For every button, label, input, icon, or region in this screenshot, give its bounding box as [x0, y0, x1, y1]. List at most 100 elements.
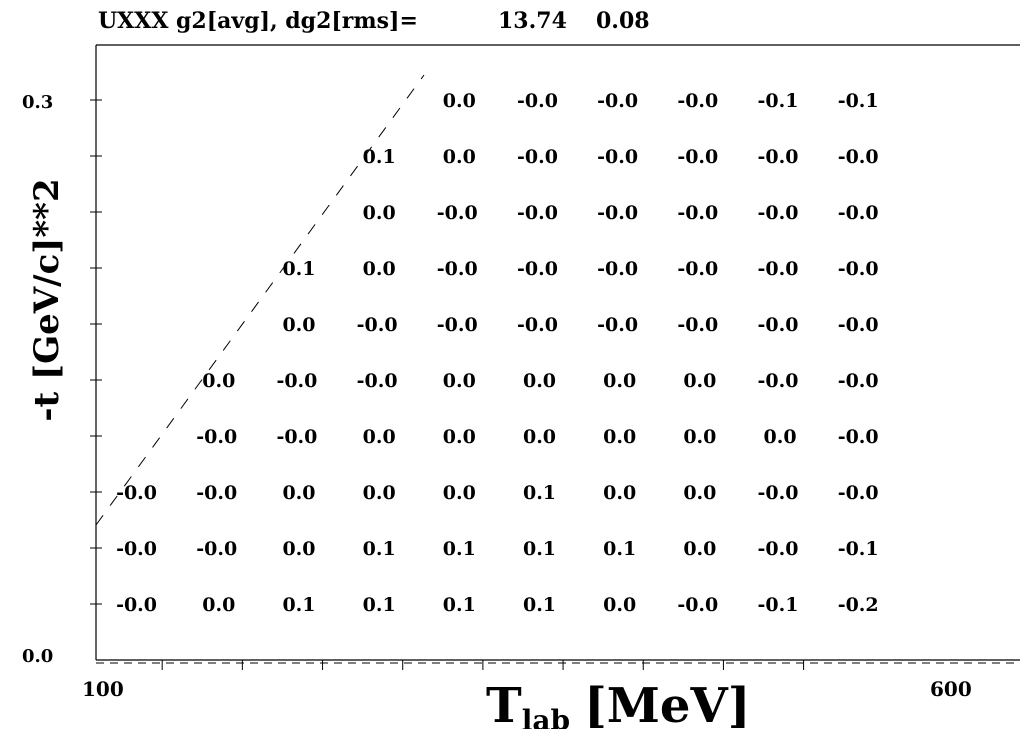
cell-value-r6-c5: 0.0	[523, 426, 556, 448]
cell-value-r5-c8: -0.0	[758, 370, 799, 392]
boundary-dashed-line	[95, 74, 425, 526]
x-axis-label-main: T	[486, 678, 522, 729]
cell-value-r8-c7: 0.0	[683, 538, 716, 560]
y-tick-label-top: 0.3	[22, 92, 53, 113]
cell-value-r3-c6: -0.0	[597, 258, 638, 280]
cell-value-r7-c3: 0.0	[363, 482, 396, 504]
cell-value-r8-c3: 0.1	[363, 538, 396, 560]
cell-value-r0-c5: -0.0	[517, 90, 558, 112]
cell-value-r3-c2: 0.1	[282, 258, 315, 280]
cell-value-r9-c7: -0.0	[677, 594, 718, 616]
cell-value-r0-c4: 0.0	[443, 90, 476, 112]
cell-value-r0-c6: -0.0	[597, 90, 638, 112]
cell-value-r8-c1: -0.0	[196, 538, 237, 560]
cell-value-r9-c4: 0.1	[443, 594, 476, 616]
cell-value-r5-c9: -0.0	[838, 370, 879, 392]
rms-value: 0.08	[596, 8, 650, 34]
cell-value-r4-c8: -0.0	[758, 314, 799, 336]
cell-value-r7-c4: 0.0	[443, 482, 476, 504]
cell-value-r9-c8: -0.1	[758, 594, 799, 616]
cell-value-r6-c1: -0.0	[196, 426, 237, 448]
cell-value-r5-c5: 0.0	[523, 370, 556, 392]
cell-value-r9-c5: 0.1	[523, 594, 556, 616]
cell-value-r3-c5: -0.0	[517, 258, 558, 280]
cell-value-r8-c8: -0.0	[758, 538, 799, 560]
cell-value-r8-c9: -0.1	[838, 538, 879, 560]
cell-value-r3-c9: -0.0	[838, 258, 879, 280]
cell-value-r4-c9: -0.0	[838, 314, 879, 336]
avg-value: 13.74	[498, 8, 567, 34]
cell-value-r3-c4: -0.0	[437, 258, 478, 280]
cell-value-r6-c3: 0.0	[363, 426, 396, 448]
cell-value-r7-c8: -0.0	[758, 482, 799, 504]
cell-value-r7-c9: -0.0	[838, 482, 879, 504]
cell-value-r8-c2: 0.0	[282, 538, 315, 560]
cell-value-r2-c6: -0.0	[597, 202, 638, 224]
y-axis-label: -t [GeV/c]**2	[27, 178, 67, 421]
boundary-line	[95, 74, 425, 526]
y-ticks	[90, 99, 102, 605]
cell-value-r1-c7: -0.0	[677, 146, 718, 168]
cell-value-r4-c4: -0.0	[437, 314, 478, 336]
cell-value-r6-c2: -0.0	[276, 426, 317, 448]
cell-value-r9-c6: 0.0	[603, 594, 636, 616]
cell-value-r8-c4: 0.1	[443, 538, 476, 560]
cell-value-r6-c9: -0.0	[838, 426, 879, 448]
cell-value-r3-c8: -0.0	[758, 258, 799, 280]
x-axis-label-unit: [MeV]	[584, 678, 750, 729]
cell-value-r9-c3: 0.1	[363, 594, 396, 616]
cell-value-r1-c4: 0.0	[443, 146, 476, 168]
cell-value-r0-c8: -0.1	[758, 90, 799, 112]
cell-value-r9-c0: -0.0	[116, 594, 157, 616]
cell-value-r5-c1: 0.0	[202, 370, 235, 392]
cell-value-r1-c9: -0.0	[838, 146, 879, 168]
cell-value-r2-c3: 0.0	[363, 202, 396, 224]
cell-value-r6-c6: 0.0	[603, 426, 636, 448]
cell-value-r2-c9: -0.0	[838, 202, 879, 224]
chart-title: UXXX g2[avg], dg2[rms]=	[98, 8, 418, 34]
cell-value-r4-c5: -0.0	[517, 314, 558, 336]
cell-values: 0.0 -0.0 -0.0 -0.0 -0.1 -0.1 0.1 0.0 -0.0 -0.0 -0.…	[116, 90, 879, 616]
cell-value-r9-c2: 0.1	[282, 594, 315, 616]
x-axis-label-sub: lab	[522, 704, 570, 729]
cell-value-r2-c4: -0.0	[437, 202, 478, 224]
cell-value-r8-c6: 0.1	[603, 538, 636, 560]
cell-value-r9-c9: -0.2	[838, 594, 879, 616]
cell-value-r8-c0: -0.0	[116, 538, 157, 560]
cell-value-r1-c3: 0.1	[363, 146, 396, 168]
x-axis-label: Tlab [MeV]	[486, 678, 750, 729]
cell-value-r2-c5: -0.0	[517, 202, 558, 224]
cell-value-r6-c4: 0.0	[443, 426, 476, 448]
cell-value-r6-c7: 0.0	[683, 426, 716, 448]
cell-value-r5-c2: -0.0	[276, 370, 317, 392]
cell-value-r7-c6: 0.0	[603, 482, 636, 504]
cell-value-r9-c1: 0.0	[202, 594, 235, 616]
x-ticks	[161, 660, 805, 670]
cell-value-r1-c6: -0.0	[597, 146, 638, 168]
cell-value-r3-c3: 0.0	[363, 258, 396, 280]
x-tick-label-left: 100	[82, 677, 124, 701]
cell-value-r5-c3: -0.0	[357, 370, 398, 392]
cell-value-r7-c1: -0.0	[196, 482, 237, 504]
cell-value-r7-c2: 0.0	[282, 482, 315, 504]
cell-value-r1-c8: -0.0	[758, 146, 799, 168]
x-tick-label-right: 600	[930, 677, 972, 701]
y-tick-label-bottom: 0.0	[22, 646, 53, 667]
cell-value-r2-c8: -0.0	[758, 202, 799, 224]
cell-value-r6-c8: 0.0	[764, 426, 797, 448]
cell-value-r4-c3: -0.0	[357, 314, 398, 336]
cell-value-r7-c0: -0.0	[116, 482, 157, 504]
cell-value-r8-c5: 0.1	[523, 538, 556, 560]
cell-value-r4-c6: -0.0	[597, 314, 638, 336]
cell-value-r7-c7: 0.0	[683, 482, 716, 504]
cell-value-r4-c7: -0.0	[677, 314, 718, 336]
cell-value-r1-c5: -0.0	[517, 146, 558, 168]
cell-value-r7-c5: 0.1	[523, 482, 556, 504]
cell-value-r0-c7: -0.0	[677, 90, 718, 112]
cell-value-r3-c7: -0.0	[677, 258, 718, 280]
cell-value-r5-c4: 0.0	[443, 370, 476, 392]
cell-value-r0-c9: -0.1	[838, 90, 879, 112]
cell-value-r5-c6: 0.0	[603, 370, 636, 392]
cell-value-r2-c7: -0.0	[677, 202, 718, 224]
